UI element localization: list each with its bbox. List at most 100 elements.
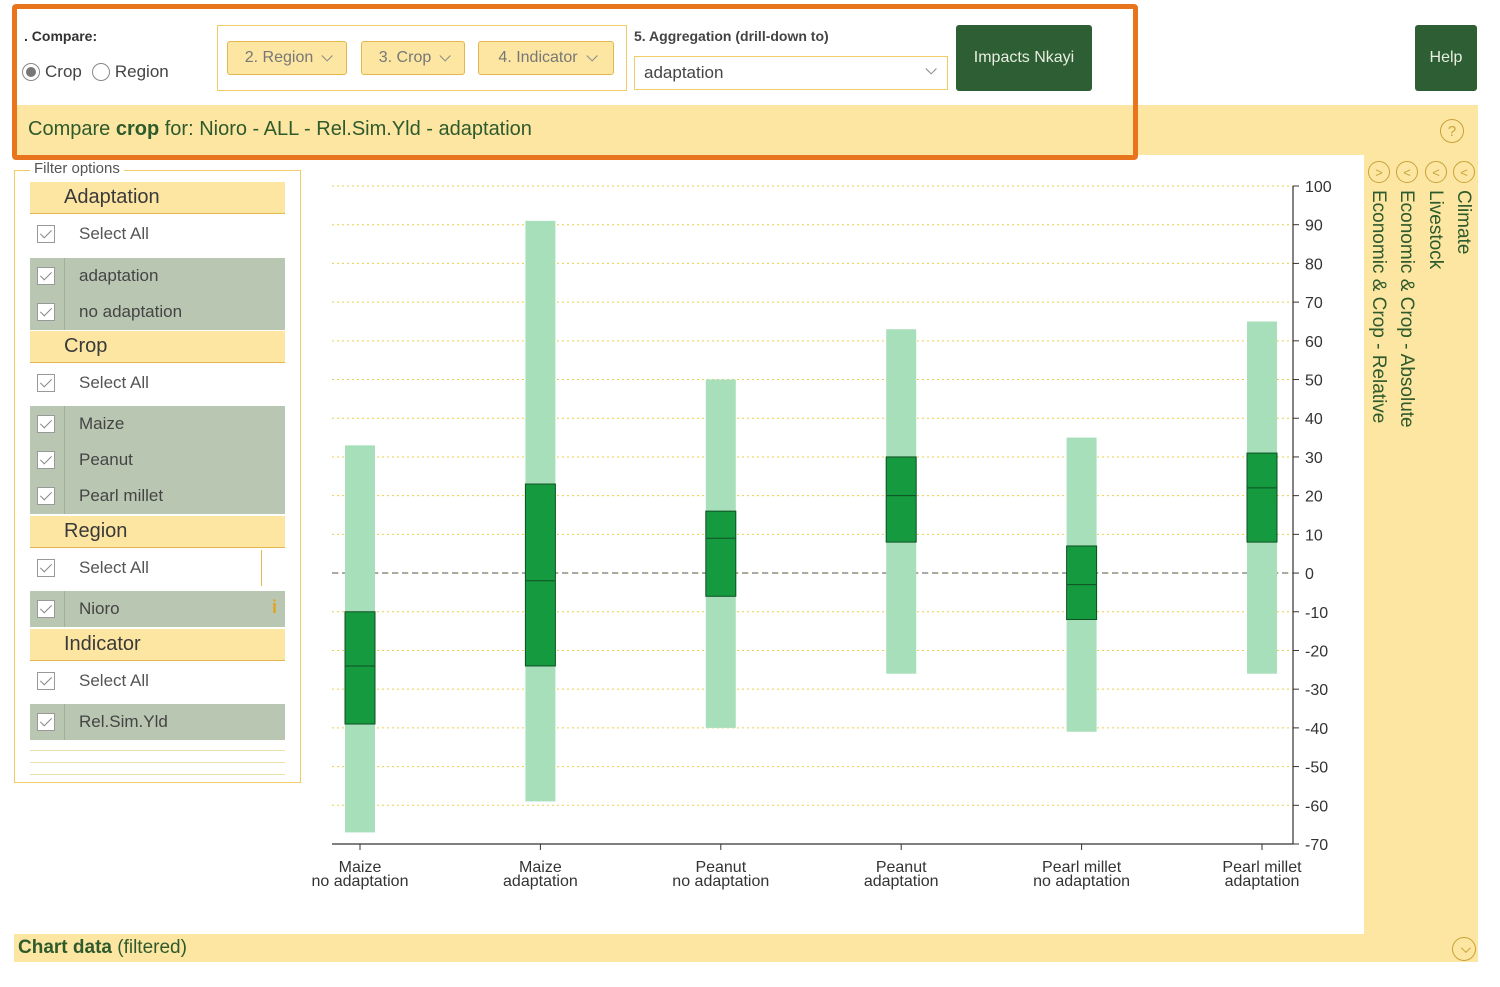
filter-item-peanut[interactable]: Peanut: [30, 442, 285, 478]
crop-select-all[interactable]: Select All: [30, 365, 285, 401]
filter-item-label: Maize: [79, 414, 125, 433]
x-tick-label: Maize: [519, 859, 562, 876]
aggregation-select[interactable]: adaptation: [634, 56, 948, 90]
indicator-dropdown[interactable]: 4. Indicator: [478, 41, 614, 75]
iqr-box: [1066, 545, 1098, 621]
checkbox-icon[interactable]: [37, 415, 55, 433]
filter-item-nioro[interactable]: Nioro i: [30, 591, 285, 627]
chart-data-bar[interactable]: [14, 934, 1478, 962]
y-tick-label: 60: [1305, 334, 1323, 351]
checkbox-icon[interactable]: [37, 672, 55, 690]
iqr-box: [885, 456, 917, 543]
select-all-label: Select All: [79, 224, 149, 243]
sidebar-tab-economic-crop-absolute[interactable]: Economic & Crop - Absolute: [1396, 190, 1417, 428]
y-tick-label: 40: [1305, 411, 1323, 428]
x-tick-label: adaptation: [864, 873, 939, 890]
iqr-box: [1246, 452, 1278, 543]
x-tick-label: Pearl millet: [1042, 859, 1122, 876]
indicator-select-all[interactable]: Select All: [30, 663, 285, 699]
sidebar-tab-livestock[interactable]: Livestock: [1425, 190, 1446, 270]
filter-item-pearl-millet[interactable]: Pearl millet: [30, 478, 285, 514]
compare-mode-radios: Crop Region: [22, 62, 179, 82]
divider: [30, 750, 285, 751]
radio-crop-label[interactable]: Crop: [45, 62, 82, 81]
crop-dropdown-label: 3. Crop: [378, 49, 432, 66]
aggregation-label: 5. Aggregation (drill-down to): [634, 28, 829, 44]
sidebar-tab-economic-crop-relative[interactable]: Economic & Crop - Relative: [1368, 190, 1389, 424]
x-tick-label: Peanut: [876, 859, 927, 876]
question-icon[interactable]: ?: [1440, 119, 1464, 143]
y-tick-label: -30: [1305, 682, 1328, 699]
checkbox-icon[interactable]: [37, 267, 55, 285]
chart-data-label: Chart data (filtered): [18, 937, 187, 959]
divider: [30, 762, 285, 763]
checkbox-icon[interactable]: [37, 487, 55, 505]
filter-group-adaptation[interactable]: Adaptation: [30, 182, 285, 214]
compare-banner: [14, 105, 1478, 155]
compare-label: . Compare:: [24, 28, 98, 44]
sidebar-tab-climate[interactable]: Climate: [1453, 190, 1474, 255]
expand-arrow-icon[interactable]: >: [1368, 161, 1390, 183]
adaptation-select-all[interactable]: Select All: [30, 216, 285, 252]
select-all-label: Select All: [79, 671, 149, 690]
checkbox-icon[interactable]: [37, 600, 55, 618]
collapse-arrow-icon[interactable]: <: [1425, 161, 1447, 183]
iqr-box: [524, 483, 556, 667]
filter-legend: Filter options: [30, 160, 124, 177]
collapse-arrow-icon[interactable]: <: [1396, 161, 1418, 183]
iqr-box: [705, 510, 737, 597]
filter-item-adaptation[interactable]: adaptation: [30, 258, 285, 294]
compare-rest: for: Nioro - ALL - Rel.Sim.Yld - adaptat…: [164, 118, 532, 140]
filter-item-label: Nioro: [79, 599, 120, 618]
filter-item-label: Peanut: [79, 450, 133, 469]
filter-item-label: Rel.Sim.Yld: [79, 712, 168, 731]
y-tick-label: 50: [1305, 373, 1323, 390]
checkbox-icon[interactable]: [37, 559, 55, 577]
region-select-all[interactable]: Select All: [30, 550, 262, 586]
chart-data-rest: (filtered): [117, 937, 187, 958]
x-tick-label: adaptation: [1225, 873, 1300, 890]
filter-group-indicator[interactable]: Indicator: [30, 629, 285, 661]
x-tick-label: Pearl millet: [1222, 859, 1302, 876]
right-sidebar: [1364, 155, 1478, 935]
help-button[interactable]: Help: [1415, 25, 1477, 91]
filter-item-maize[interactable]: Maize: [30, 406, 285, 442]
select-all-label: Select All: [79, 373, 149, 392]
collapse-arrow-icon[interactable]: <: [1453, 161, 1475, 183]
info-icon[interactable]: i: [271, 597, 277, 617]
checkbox-icon[interactable]: [37, 225, 55, 243]
aggregation-value: adaptation: [644, 63, 724, 82]
radio-crop[interactable]: [22, 63, 40, 81]
checkbox-icon[interactable]: [37, 713, 55, 731]
y-tick-label: 90: [1305, 218, 1323, 235]
indicator-dropdown-label: 4. Indicator: [498, 49, 578, 66]
checkbox-icon[interactable]: [37, 374, 55, 392]
x-tick-label: no adaptation: [312, 873, 409, 890]
region-dropdown[interactable]: 2. Region: [227, 41, 347, 75]
y-tick-label: -40: [1305, 721, 1328, 738]
select-all-label: Select All: [79, 558, 149, 577]
crop-dropdown[interactable]: 3. Crop: [361, 41, 465, 75]
filter-group-crop[interactable]: Crop: [30, 331, 285, 363]
filter-item-rel-sim-yld[interactable]: Rel.Sim.Yld: [30, 704, 285, 740]
filter-group-region[interactable]: Region: [30, 516, 285, 548]
y-tick-label: -20: [1305, 643, 1328, 660]
y-tick-label: -50: [1305, 760, 1328, 777]
x-tick-label: no adaptation: [672, 873, 769, 890]
x-tick-label: adaptation: [503, 873, 578, 890]
y-tick-label: 30: [1305, 450, 1323, 467]
radio-region-label[interactable]: Region: [114, 62, 169, 81]
radio-region[interactable]: [91, 63, 110, 81]
chart-data-bold: Chart data: [18, 937, 112, 958]
filter-item-no-adaptation[interactable]: no adaptation: [30, 294, 285, 330]
box-plot-chart: 1009080706050403020100-10-20-30-40-50-60…: [312, 179, 1332, 890]
compare-summary: Compare crop for: Nioro - ALL - Rel.Sim.…: [28, 118, 532, 141]
checkbox-icon[interactable]: [37, 303, 55, 321]
y-tick-label: 70: [1305, 295, 1323, 312]
impacts-nkayi-button[interactable]: Impacts Nkayi: [956, 25, 1092, 91]
filter-item-label: no adaptation: [79, 302, 183, 321]
x-tick-label: Maize: [339, 859, 382, 876]
chevron-down-circle-icon[interactable]: [1452, 937, 1476, 961]
region-dropdown-label: 2. Region: [244, 49, 314, 66]
checkbox-icon[interactable]: [37, 451, 55, 469]
